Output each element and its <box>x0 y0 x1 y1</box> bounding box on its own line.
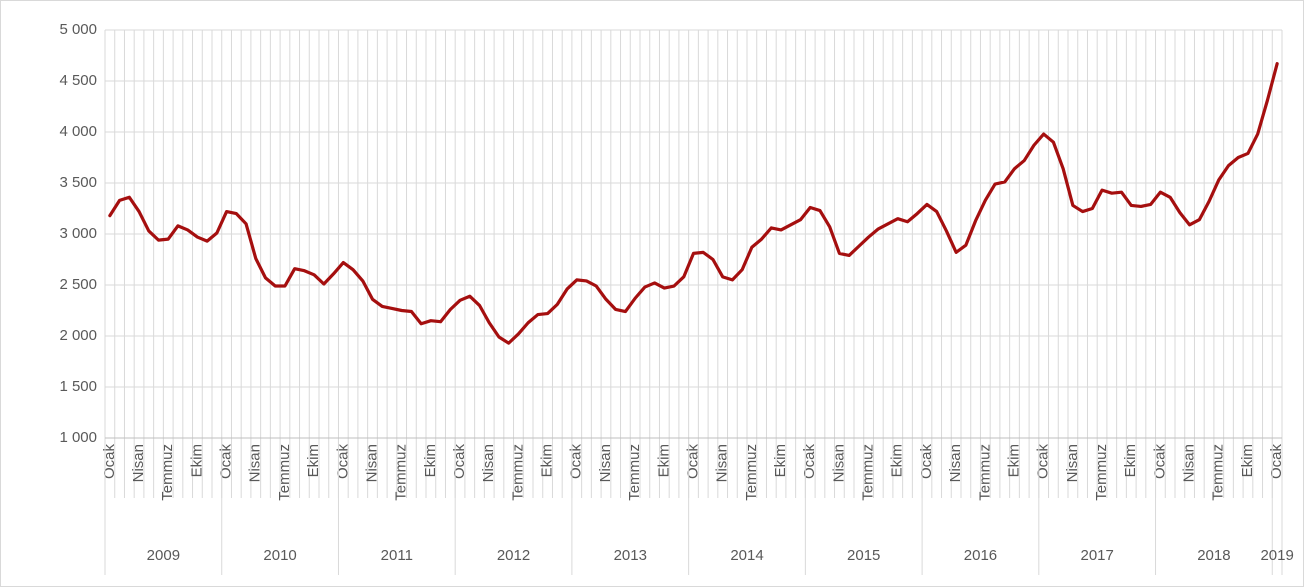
x-tick-label: Ocak <box>1268 444 1285 480</box>
x-tick-label: Temmuz <box>860 444 877 501</box>
y-tick-label: 5 000 <box>59 21 97 38</box>
x-tick-label: Temmuz <box>393 444 410 501</box>
x-tick-label: Temmuz <box>743 444 760 501</box>
x-tick-label: Ocak <box>684 444 701 480</box>
x-tick-label: Ekim <box>889 444 906 477</box>
y-tick-label: 4 000 <box>59 123 97 140</box>
x-tick-label: Nisan <box>714 444 731 482</box>
x-tick-label: Ekim <box>655 444 672 477</box>
x-tick-label: Temmuz <box>276 444 293 501</box>
y-tick-label: 4 500 <box>59 72 97 89</box>
group-label: 2013 <box>614 547 647 564</box>
y-tick-label: 2 000 <box>59 327 97 344</box>
y-tick-label: 1 500 <box>59 378 97 395</box>
y-tick-label: 3 000 <box>59 225 97 242</box>
x-tick-label: Ocak <box>218 444 235 480</box>
x-tick-label: Nisan <box>947 444 964 482</box>
y-tick-label: 3 500 <box>59 174 97 191</box>
x-tick-label: Ocak <box>918 444 935 480</box>
x-tick-label: Temmuz <box>976 444 993 501</box>
group-label: 2017 <box>1080 547 1113 564</box>
x-tick-label: Nisan <box>130 444 147 482</box>
group-label: 2010 <box>263 547 296 564</box>
x-tick-label: Ekim <box>1122 444 1139 477</box>
x-tick-label: Temmuz <box>1210 444 1227 501</box>
group-label: 2012 <box>497 547 530 564</box>
x-tick-label: Nisan <box>480 444 497 482</box>
x-tick-label: Ocak <box>1035 444 1052 480</box>
x-tick-label: Ekim <box>539 444 556 477</box>
x-tick-label: Ekim <box>1239 444 1256 477</box>
x-tick-label: Temmuz <box>509 444 526 501</box>
group-label: 2011 <box>381 547 413 564</box>
y-tick-label: 1 000 <box>59 429 97 446</box>
x-tick-label: Ekim <box>422 444 439 477</box>
x-tick-label: Nisan <box>1064 444 1081 482</box>
x-tick-label: Nisan <box>1181 444 1198 482</box>
x-tick-label: Ekim <box>305 444 322 477</box>
x-tick-label: Nisan <box>830 444 847 482</box>
x-tick-label: Ekim <box>772 444 789 477</box>
x-tick-label: Ocak <box>334 444 351 480</box>
x-tick-label: Nisan <box>597 444 614 482</box>
x-tick-label: Ekim <box>1005 444 1022 477</box>
x-tick-label: Nisan <box>247 444 264 482</box>
group-label: 2019 <box>1260 547 1293 564</box>
x-tick-label: Ekim <box>188 444 205 477</box>
data-line <box>108 62 1279 345</box>
x-tick-label: Temmuz <box>1093 444 1110 501</box>
group-label: 2016 <box>964 547 997 564</box>
x-tick-label: Ocak <box>451 444 468 480</box>
x-tick-label: Ocak <box>1151 444 1168 480</box>
group-label: 2009 <box>147 547 180 564</box>
group-label: 2014 <box>730 547 763 564</box>
x-tick-label: Temmuz <box>626 444 643 501</box>
group-label: 2015 <box>847 547 880 564</box>
x-tick-label: Ocak <box>568 444 585 480</box>
x-tick-label: Nisan <box>363 444 380 482</box>
x-tick-label: Temmuz <box>159 444 176 501</box>
x-tick-label: Ocak <box>101 444 118 480</box>
y-tick-label: 2 500 <box>59 276 97 293</box>
group-label: 2018 <box>1197 547 1230 564</box>
x-tick-label: Ocak <box>801 444 818 480</box>
